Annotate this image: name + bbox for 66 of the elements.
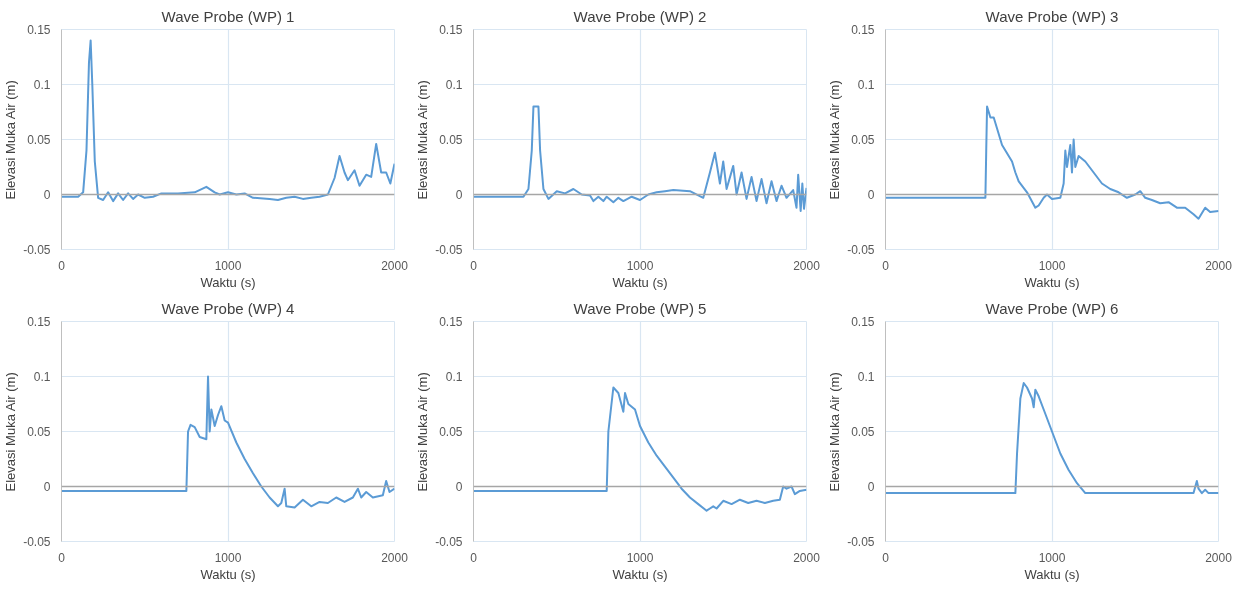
y-tick-label: -0.05 [847,243,875,257]
x-tick-label: 2000 [1205,550,1233,565]
x-tick-label: 1000 [1038,550,1066,565]
x-tick-label: 0 [58,550,66,565]
y-axis-title: Elevasi Muka Air (m) [415,80,431,200]
x-tick-label: 1000 [626,550,654,565]
x-axis-title: Waktu (s) [612,566,668,582]
y-tick-label: 0.15 [27,23,51,37]
chart-title: Wave Probe (WP) 2 [573,7,707,25]
x-tick-label: 0 [882,258,890,273]
x-tick-label: 2000 [793,550,821,565]
y-tick-label: 0 [455,188,463,202]
x-tick-label: 2000 [793,258,821,273]
x-tick-label: 0 [470,550,478,565]
y-tick-label: 0.1 [445,78,463,92]
y-tick-label: -0.05 [435,535,463,549]
y-axis-title: Elevasi Muka Air (m) [3,80,19,200]
y-axis-title: Elevasi Muka Air (m) [827,372,843,492]
x-tick-label: 0 [470,258,478,273]
y-tick-label: 0 [43,188,51,202]
x-tick-label: 0 [58,258,66,273]
y-tick-label: -0.05 [435,243,463,257]
x-tick-label: 2000 [381,550,409,565]
x-tick-label: 2000 [381,258,409,273]
x-axis-title: Waktu (s) [612,274,668,290]
y-tick-label: 0 [455,480,463,494]
y-tick-label: 0.1 [33,370,51,384]
y-tick-label: 0.1 [33,78,51,92]
y-axis-title: Elevasi Muka Air (m) [415,372,431,492]
y-tick-label: 0.1 [857,370,875,384]
chart-title: Wave Probe (WP) 3 [985,7,1119,25]
x-axis-title: Waktu (s) [1024,274,1080,290]
y-tick-label: 0 [43,480,51,494]
y-tick-label: -0.05 [847,535,875,549]
y-tick-label: 0.15 [851,315,875,329]
y-tick-label: 0.15 [27,315,51,329]
y-tick-label: 0.15 [851,23,875,37]
y-tick-label: -0.05 [23,535,51,549]
y-tick-label: 0.15 [439,23,463,37]
x-axis-title: Waktu (s) [200,274,256,290]
x-tick-label: 1000 [1038,258,1066,273]
y-tick-label: 0.05 [27,425,51,439]
x-tick-label: 1000 [214,550,242,565]
chart-title: Wave Probe (WP) 1 [161,7,295,25]
y-tick-label: 0.1 [857,78,875,92]
y-tick-label: 0.05 [439,425,463,439]
y-tick-label: 0 [867,480,875,494]
chart-title: Wave Probe (WP) 5 [573,299,707,317]
y-tick-label: 0 [867,188,875,202]
x-tick-label: 0 [882,550,890,565]
y-tick-label: 0.15 [439,315,463,329]
x-axis-title: Waktu (s) [1024,566,1080,582]
chart-title: Wave Probe (WP) 4 [161,299,295,317]
y-axis-title: Elevasi Muka Air (m) [827,80,843,200]
x-axis-title: Waktu (s) [200,566,256,582]
y-tick-label: 0.05 [27,133,51,147]
y-axis-title: Elevasi Muka Air (m) [3,372,19,492]
x-tick-label: 1000 [214,258,242,273]
y-tick-label: 0.05 [851,133,875,147]
y-tick-label: 0.05 [851,425,875,439]
x-tick-label: 2000 [1205,258,1233,273]
chart-title: Wave Probe (WP) 6 [985,299,1119,317]
y-tick-label: 0.1 [445,370,463,384]
y-tick-label: 0.05 [439,133,463,147]
x-tick-label: 1000 [626,258,654,273]
y-tick-label: -0.05 [23,243,51,257]
